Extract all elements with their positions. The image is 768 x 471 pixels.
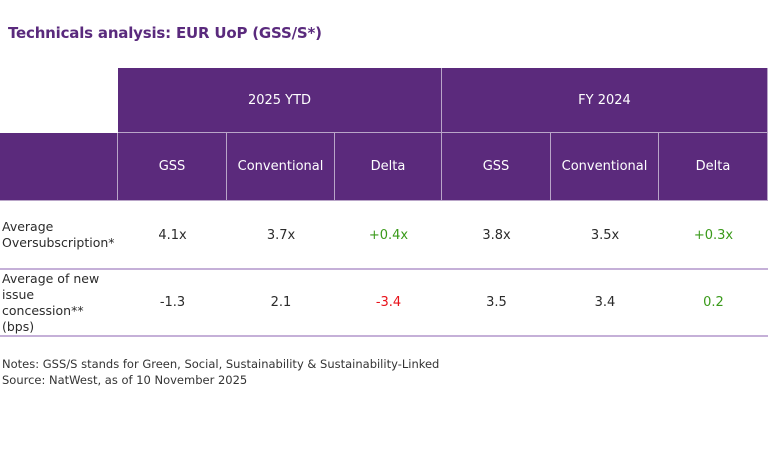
table-cell: 0.2 (703, 295, 724, 310)
table-cell: 3.8x (482, 227, 511, 243)
source-text: Source: NatWest, as of 10 November 2025 (2, 373, 248, 387)
table-cell: +0.4x (368, 227, 409, 243)
table-cell: 3.5 (486, 295, 507, 310)
column-header: Delta (659, 133, 768, 201)
group-header: FY 2024 (442, 68, 768, 133)
header-blank (0, 133, 118, 201)
table-cell: -1.3 (159, 295, 186, 310)
table-cell: 3.7x (266, 227, 296, 243)
page-title: Technicals analysis: EUR UoP (GSS/S*) (8, 24, 322, 42)
table-cell: +0.3x (693, 227, 734, 243)
table-cell: 4.1x (158, 227, 187, 243)
table-cell: 3.4 (594, 295, 616, 310)
row-label: Average Oversubscription* (2, 219, 115, 250)
notes: Notes: GSS/S stands for Green, Social, S… (2, 356, 439, 388)
table-cell: 2.1 (270, 295, 292, 310)
group-header: 2025 YTD (118, 68, 442, 133)
row-divider (0, 268, 768, 270)
table-cell: 3.5x (590, 227, 620, 243)
column-header: Conventional (551, 133, 659, 201)
row-label: Average of new issue concession** (bps) (2, 270, 100, 334)
column-header: Conventional (227, 133, 335, 201)
row-divider (0, 335, 768, 337)
column-header: GSS (118, 133, 227, 201)
notes-text: Notes: GSS/S stands for Green, Social, S… (2, 357, 440, 371)
column-header: Delta (335, 133, 442, 201)
table-cell: -3.4 (375, 295, 402, 310)
column-header: GSS (442, 133, 551, 201)
